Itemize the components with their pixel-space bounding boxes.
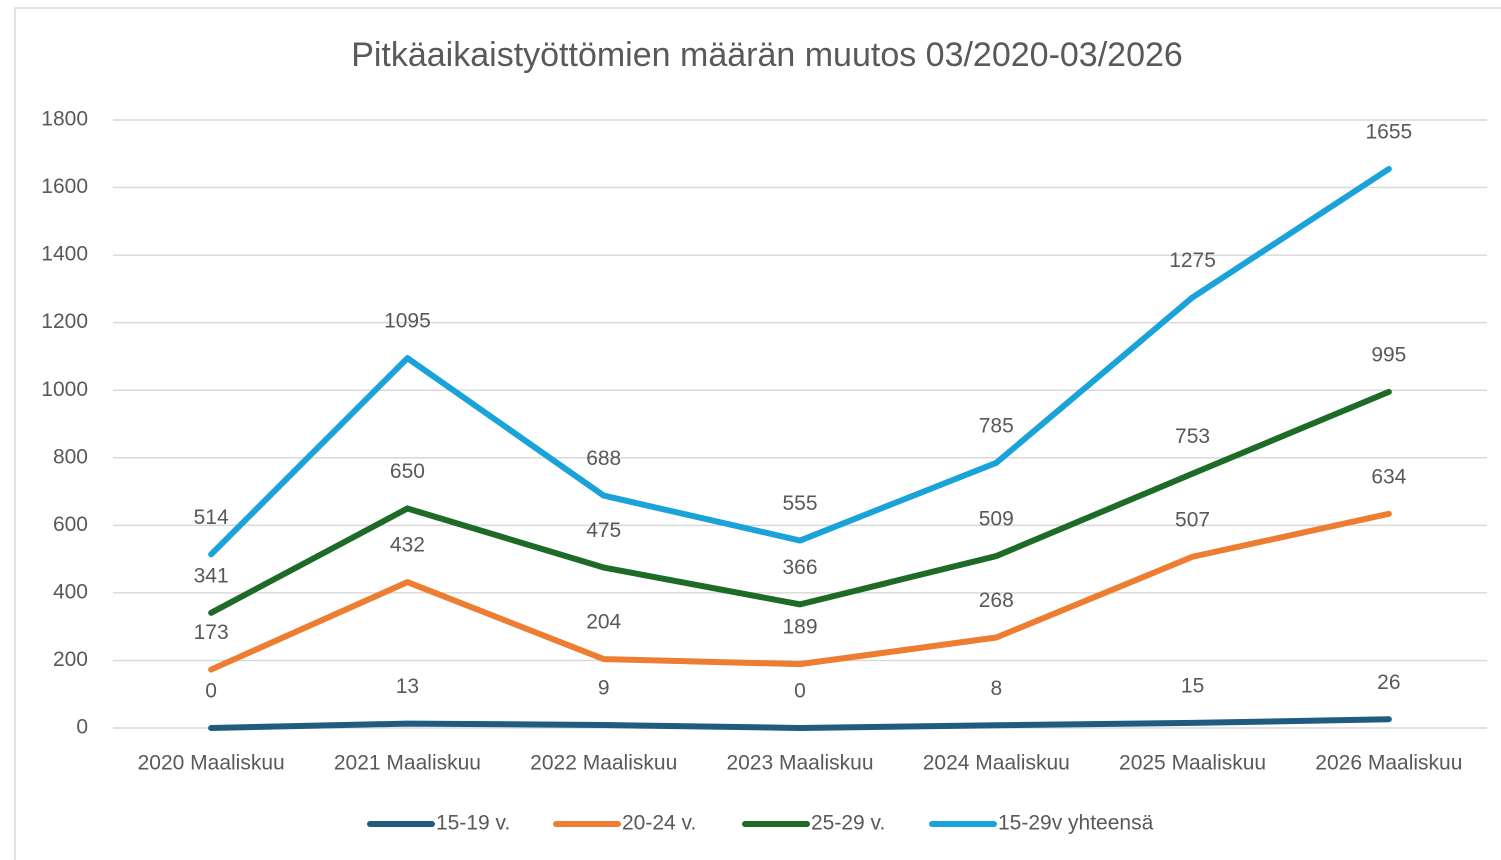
chart-title: Pitkäaikaistyöttömien määrän muutos 03/2…	[351, 36, 1183, 74]
data-label: 204	[586, 611, 621, 634]
data-label: 753	[1175, 425, 1210, 448]
data-label: 785	[979, 414, 1014, 437]
legend-label: 25-29 v.	[811, 812, 885, 835]
data-label: 0	[794, 680, 806, 703]
legend-label: 20-24 v.	[622, 812, 696, 835]
data-label: 341	[194, 564, 229, 587]
data-label: 634	[1371, 465, 1406, 488]
x-tick-label: 2024 Maaliskuu	[923, 752, 1070, 775]
y-tick-label: 1600	[41, 175, 88, 198]
y-tick-label: 600	[53, 513, 88, 536]
y-tick-label: 800	[53, 445, 88, 468]
data-label: 268	[979, 589, 1014, 612]
data-label: 650	[390, 460, 425, 483]
data-label: 688	[586, 447, 621, 470]
legend-label: 15-29v yhteensä	[998, 812, 1154, 835]
x-tick-label: 2023 Maaliskuu	[726, 752, 873, 775]
data-label: 26	[1377, 671, 1400, 694]
legend-label: 15-19 v.	[436, 812, 510, 835]
data-label: 15	[1181, 674, 1204, 697]
data-label: 509	[979, 508, 1014, 531]
x-tick-label: 2025 Maaliskuu	[1119, 752, 1266, 775]
data-label: 514	[194, 506, 229, 529]
y-tick-label: 400	[53, 580, 88, 603]
series-line	[208, 716, 1392, 731]
series-line	[208, 510, 1392, 673]
x-tick-label: 2021 Maaliskuu	[334, 752, 481, 775]
data-label: 13	[396, 675, 419, 698]
data-label: 8	[990, 677, 1002, 700]
data-label: 995	[1371, 343, 1406, 366]
data-label: 475	[586, 519, 621, 542]
y-tick-label: 1200	[41, 310, 88, 333]
y-tick-label: 1800	[41, 108, 88, 131]
data-label: 9	[598, 677, 610, 700]
data-label: 189	[782, 616, 817, 639]
data-label: 507	[1175, 508, 1210, 531]
x-tick-label: 2026 Maaliskuu	[1315, 752, 1462, 775]
y-tick-label: 200	[53, 648, 88, 671]
y-tick-label: 0	[76, 716, 88, 739]
data-label: 173	[194, 621, 229, 644]
series-line	[208, 165, 1392, 558]
data-label: 432	[390, 534, 425, 557]
y-tick-label: 1400	[41, 243, 88, 266]
data-label: 555	[782, 492, 817, 515]
data-label: 1095	[384, 310, 431, 333]
y-tick-label: 1000	[41, 378, 88, 401]
data-label: 1275	[1169, 249, 1216, 272]
data-label: 1655	[1365, 121, 1412, 144]
x-tick-label: 2020 Maaliskuu	[138, 752, 285, 775]
x-tick-label: 2022 Maaliskuu	[530, 752, 677, 775]
data-label: 0	[205, 680, 217, 703]
data-label: 366	[782, 556, 817, 579]
chart-border	[14, 7, 1501, 860]
series-line	[208, 388, 1392, 616]
